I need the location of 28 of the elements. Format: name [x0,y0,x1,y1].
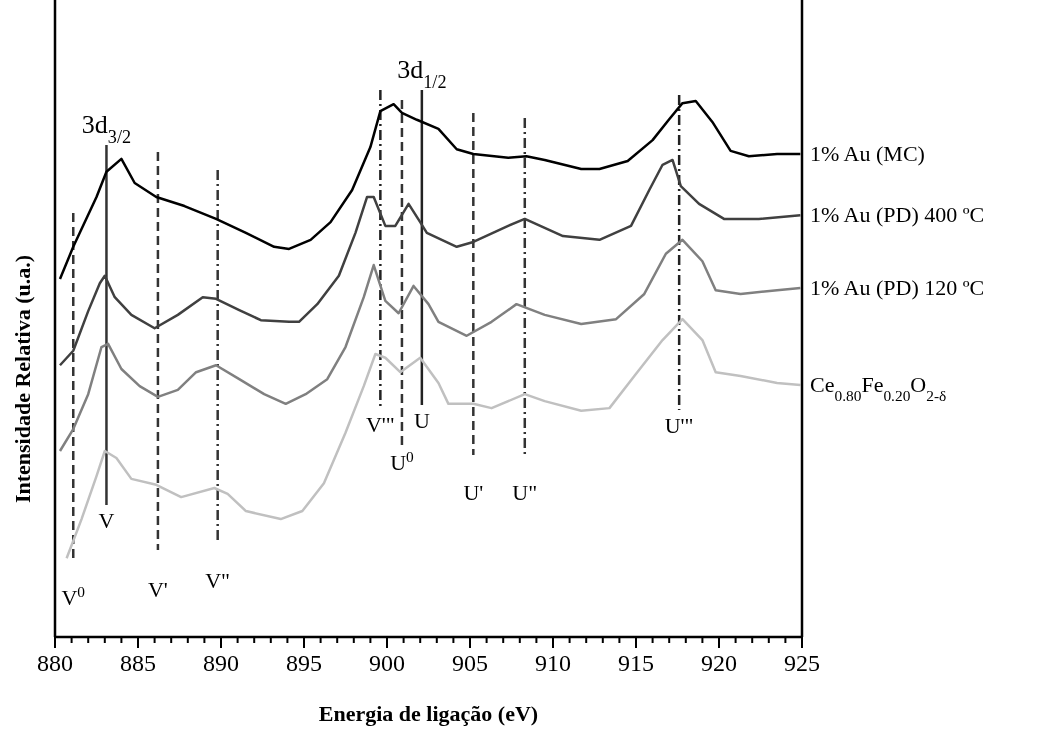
series-label: 1% Au (PD) 120 ºC [810,275,985,301]
series-label: 1% Au (PD) 400 ºC [810,202,985,228]
series-label: Ce$_{0.80}$Fe$_{0.20}$O$_{2-δ}$ [810,372,947,404]
y-axis-title: Intensidade Relativa (u.a.) [10,254,35,504]
ref-line-label: V'" [365,412,395,437]
ref-line-label: V' [147,577,168,602]
x-tick-label: 885 [120,650,156,676]
x-tick-label: 895 [286,650,322,676]
x-axis-title: Energia de ligação (eV) [318,701,539,726]
text: 3d$_{1/2}$ [397,55,447,92]
x-tick-label: 925 [784,650,820,676]
ref-line-label: U$^{0}$ [390,447,415,475]
ref-line-label: V [98,508,115,533]
ref-line-label: U [413,408,430,433]
x-tick-label: 910 [535,650,571,676]
x-tick-label: 890 [203,650,239,676]
ref-line-label: U'" [664,413,694,438]
x-tick-label: 880 [37,650,73,676]
x-tick-label: 900 [369,650,405,676]
annotation: 3d$_{3/2}$ [81,110,132,147]
x-tick-label: 915 [618,650,654,676]
ref-line-label: U" [512,480,538,505]
series-label: 1% Au (MC) [810,141,925,167]
ref-line-label: V" [205,568,231,593]
ref-line-label: V$^{0}$ [61,582,86,610]
x-tick-label: 920 [701,650,737,676]
x-tick-label: 905 [452,650,488,676]
ref-line-label: U' [463,480,484,505]
